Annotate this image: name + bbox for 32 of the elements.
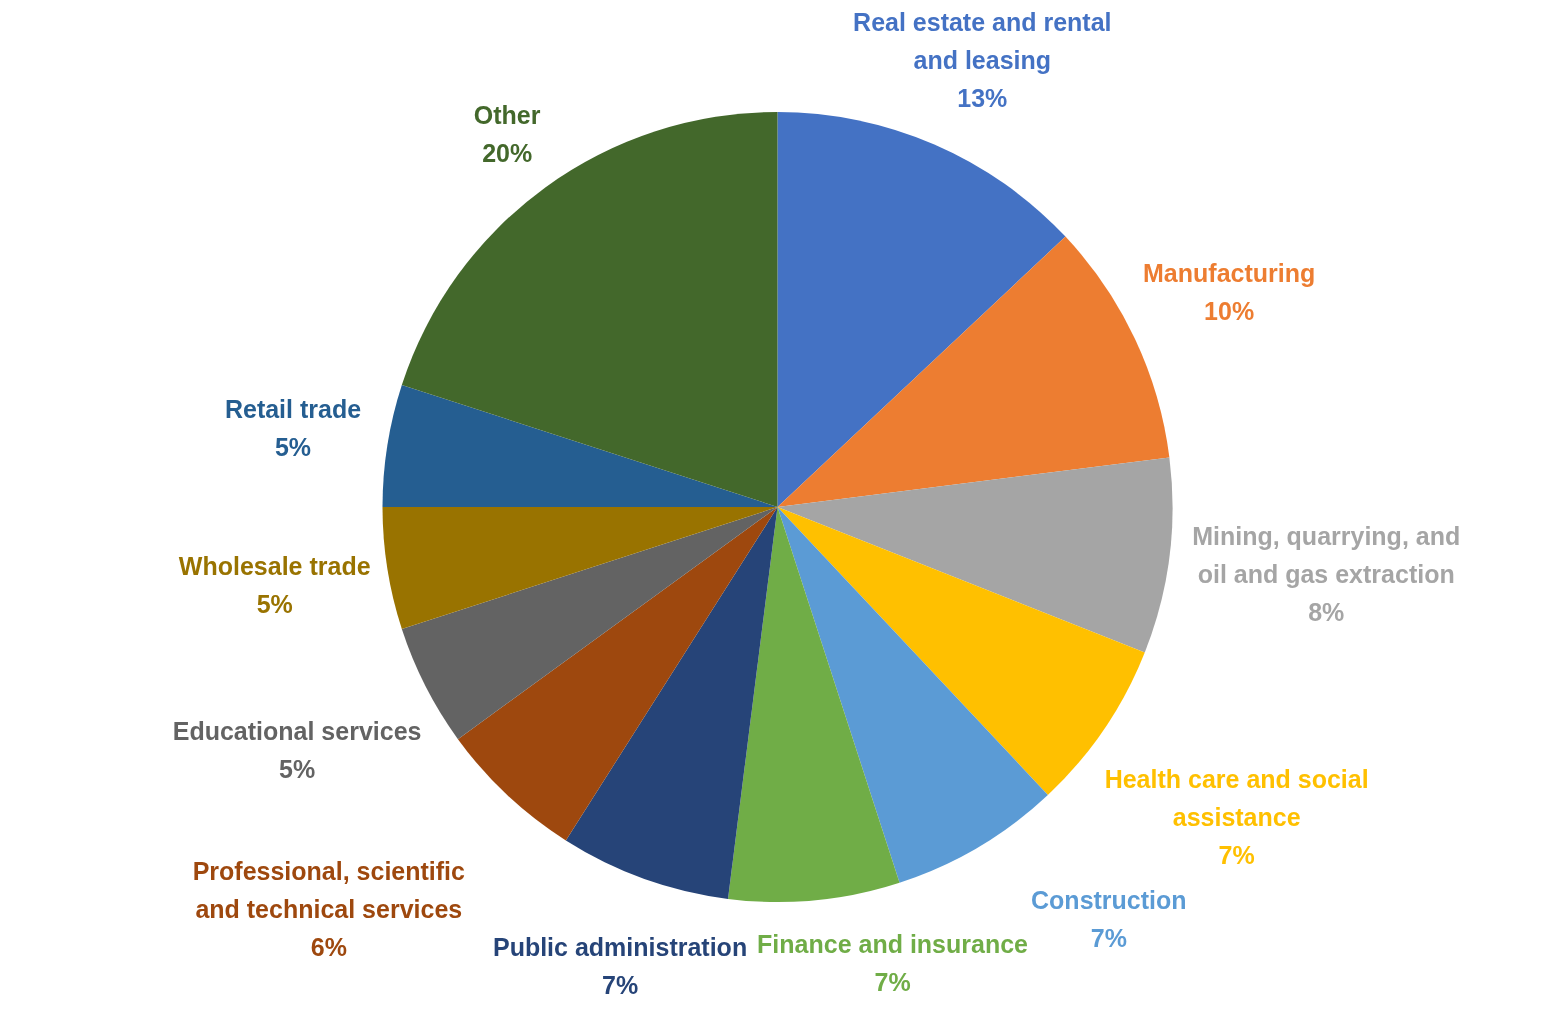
data-label: 10%	[1204, 297, 1255, 326]
pie-slice	[457, 507, 778, 841]
slice-label: Other	[473, 100, 541, 129]
slice-label: Wholesale trade	[178, 551, 371, 580]
data-label: 5%	[274, 433, 312, 462]
pie-slice	[382, 507, 778, 630]
slice-label: Real estate and rental and leasing	[853, 8, 1112, 74]
pie-slice	[777, 112, 1066, 507]
slice-label: Mining, quarrying, and oil and gas extraction	[1192, 522, 1461, 589]
data-label: 13%	[957, 84, 1008, 112]
slice-label: Finance and insurance	[757, 930, 1029, 959]
data-label: 7%	[1218, 841, 1255, 870]
slice-label: Public administration	[492, 933, 748, 962]
pie-slice	[565, 507, 778, 899]
slice-label: Retail trade	[224, 395, 362, 424]
pie-slice	[777, 507, 1048, 883]
slice-label: Health care and social assistance	[1104, 765, 1369, 832]
slice-label: Construction	[1031, 885, 1187, 914]
slice-label: Professional, scientific and technical services	[192, 857, 466, 924]
data-label: 5%	[279, 754, 316, 783]
data-label: 6%	[310, 933, 347, 962]
data-label: 8%	[1308, 598, 1345, 627]
data-label: 20%	[482, 138, 533, 167]
pie-slice	[777, 457, 1173, 653]
data-label: 7%	[601, 971, 639, 1000]
pie-slice	[727, 507, 900, 902]
slice-label: Educational services	[172, 716, 422, 745]
slice-label: Manufacturing	[1143, 259, 1316, 288]
pie-slice	[382, 384, 778, 507]
data-label: 5%	[256, 589, 293, 618]
data-label: 7%	[1090, 923, 1127, 952]
data-label: 7%	[874, 968, 911, 997]
